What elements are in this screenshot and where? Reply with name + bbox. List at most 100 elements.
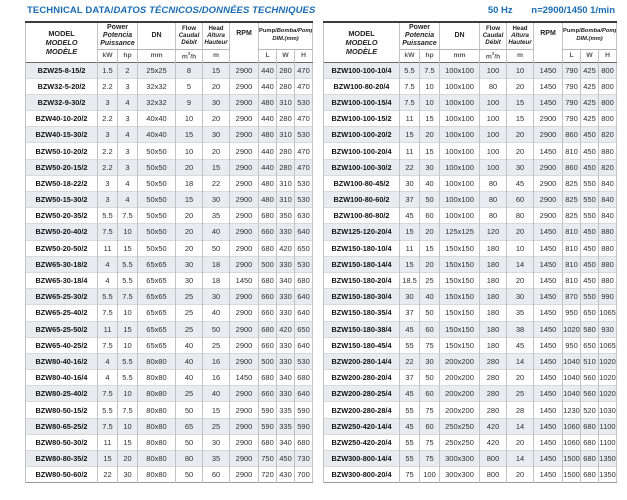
value-cell: 1020 [562, 320, 581, 338]
value-cell: 4 [97, 255, 118, 273]
value-cell: 10 [116, 223, 138, 241]
model-cell: BZW100-100-20/4 [323, 142, 400, 160]
value-cell: 790 [562, 93, 581, 111]
value-cell: 18 [202, 255, 230, 273]
value-cell: 20 [418, 255, 440, 273]
value-cell: 530 [294, 174, 313, 192]
value-cell: 2900 [229, 126, 259, 143]
value-cell: 5.5 [116, 369, 138, 386]
value-cell: 100 [479, 126, 507, 143]
table-row: BZW100-100-20/4 11 15 100x100 100 20 1450 810 45… [323, 142, 617, 160]
page-title-en: TECHNICAL DATA/ [27, 5, 114, 16]
value-cell: 2900 [533, 158, 563, 176]
value-cell: 880 [598, 239, 617, 257]
table-row: BZW50-20-50/2 11 15 50x50 20 50 2900 680 420 650 [25, 239, 313, 257]
value-cell: 40 [175, 369, 203, 386]
value-cell: 20 [418, 126, 440, 143]
value-cell: 50x50 [137, 207, 176, 224]
value-cell: 2.2 [97, 142, 118, 160]
model-cell: BZW250-420-20/4 [323, 433, 400, 451]
value-cell: 2900 [229, 255, 259, 273]
value-cell: 16 [202, 369, 230, 386]
value-cell: 7.5 [97, 385, 118, 402]
table-row: BZW100-80-60/2 37 50 100x100 80 60 2900 825 550 8… [323, 190, 617, 208]
value-cell: 100x100 [439, 158, 480, 176]
value-cell: 4 [116, 93, 138, 111]
value-cell: 2900 [229, 190, 259, 208]
value-cell: 680 [258, 271, 277, 289]
value-cell: 30 [202, 433, 230, 451]
model-cell: BZW65-25-50/2 [25, 320, 98, 338]
value-cell: 1450 [533, 142, 563, 160]
col-header-model: MODEL MODELO MODÈLE [323, 22, 400, 62]
value-cell: 15 [202, 401, 230, 419]
value-cell: 30 [116, 466, 138, 483]
value-cell: 1030 [598, 401, 617, 419]
unit-hp: hp [418, 49, 440, 62]
model-cell: BZW150-180-10/4 [323, 239, 400, 257]
value-cell: 60 [418, 385, 440, 402]
value-cell: 37 [399, 304, 420, 321]
page-title: TECHNICAL DATA/DATOS TÉCNICOS/DONNÉES TE… [27, 5, 315, 16]
value-cell: 11 [97, 433, 118, 451]
value-cell: 3 [97, 190, 118, 208]
value-cell: 280 [479, 385, 507, 402]
value-cell: 10 [116, 336, 138, 354]
value-cell: 5.5 [97, 401, 118, 419]
table-row: BZW65-25-30/2 5.5 7.5 65x65 25 30 2900 660 330 64… [25, 288, 313, 305]
value-cell: 990 [598, 288, 617, 305]
value-cell: 470 [294, 158, 313, 176]
value-cell: 30 [175, 255, 203, 273]
value-cell: 790 [562, 110, 581, 127]
left-spec-table: MODEL MODELO MODÈLE Power Potencia Puiss… [25, 21, 314, 484]
value-cell: 55 [399, 433, 420, 451]
table-row: BZW150-180-38/4 45 60 150x150 180 38 1450 1020 5… [323, 320, 617, 338]
value-cell: 20 [202, 110, 230, 127]
value-cell: 1450 [533, 320, 563, 338]
value-cell: 2900 [229, 352, 259, 370]
value-cell: 440 [258, 61, 277, 79]
table-row: BZW200-280-20/4 37 50 200x200 280 20 1450 1040 5… [323, 369, 617, 386]
value-cell: 790 [562, 77, 581, 95]
value-cell: 30 [175, 271, 203, 289]
table-row: BZW40-10-20/2 2.2 3 40x40 10 20 2900 440 280 470 [25, 110, 313, 127]
value-cell: 20 [506, 433, 534, 451]
value-cell: 100x100 [439, 207, 480, 224]
table-row: BZW200-280-28/4 55 75 200x200 280 28 1450 1230 5… [323, 401, 617, 419]
model-cell: BZW65-30-18/4 [25, 271, 98, 289]
value-cell: 3 [97, 126, 118, 143]
value-cell: 2900 [229, 174, 259, 192]
value-cell: 4 [97, 352, 118, 370]
model-cell: BZW40-15-30/2 [25, 126, 98, 143]
value-cell: 40 [418, 174, 440, 192]
value-cell: 300x300 [439, 449, 480, 467]
model-cell: BZW100-80-60/2 [323, 190, 400, 208]
value-cell: 1500 [562, 449, 581, 467]
table-row: BZW150-180-10/4 11 15 150x150 180 10 1450 810 45… [323, 239, 617, 257]
value-cell: 1450 [533, 369, 563, 386]
value-cell: 60 [202, 466, 230, 483]
value-cell: 1350 [598, 449, 617, 467]
value-cell: 100x100 [439, 61, 480, 79]
value-cell: 7.5 [116, 207, 138, 224]
table-row: BZW65-25-40/2 7.5 10 65x65 25 40 2900 660 330 640 [25, 304, 313, 321]
model-cell: BZW100-100-15/4 [323, 93, 400, 111]
value-cell: 825 [562, 190, 581, 208]
model-cell: BZW50-20-50/2 [25, 239, 98, 257]
value-cell: 1350 [598, 466, 617, 483]
value-cell: 35 [506, 304, 534, 321]
value-cell: 840 [598, 207, 617, 224]
value-cell: 2900 [229, 320, 259, 338]
table-row: BZW50-18-22/2 3 4 50x50 18 22 2900 480 310 530 [25, 174, 313, 192]
value-cell: 7.5 [399, 93, 420, 111]
value-cell: 1450 [533, 271, 563, 289]
value-cell: 50 [202, 239, 230, 257]
value-cell: 800 [598, 110, 617, 127]
value-cell: 65x65 [137, 271, 176, 289]
table-row: BZW32-5-20/2 2.2 3 32x32 5 20 2900 440 280 470 [25, 77, 313, 95]
value-cell: 450 [580, 271, 599, 289]
value-cell: 1060 [562, 417, 581, 435]
value-cell: 100 [479, 61, 507, 79]
value-cell: 65x65 [137, 336, 176, 354]
value-cell: 30 [506, 158, 534, 176]
